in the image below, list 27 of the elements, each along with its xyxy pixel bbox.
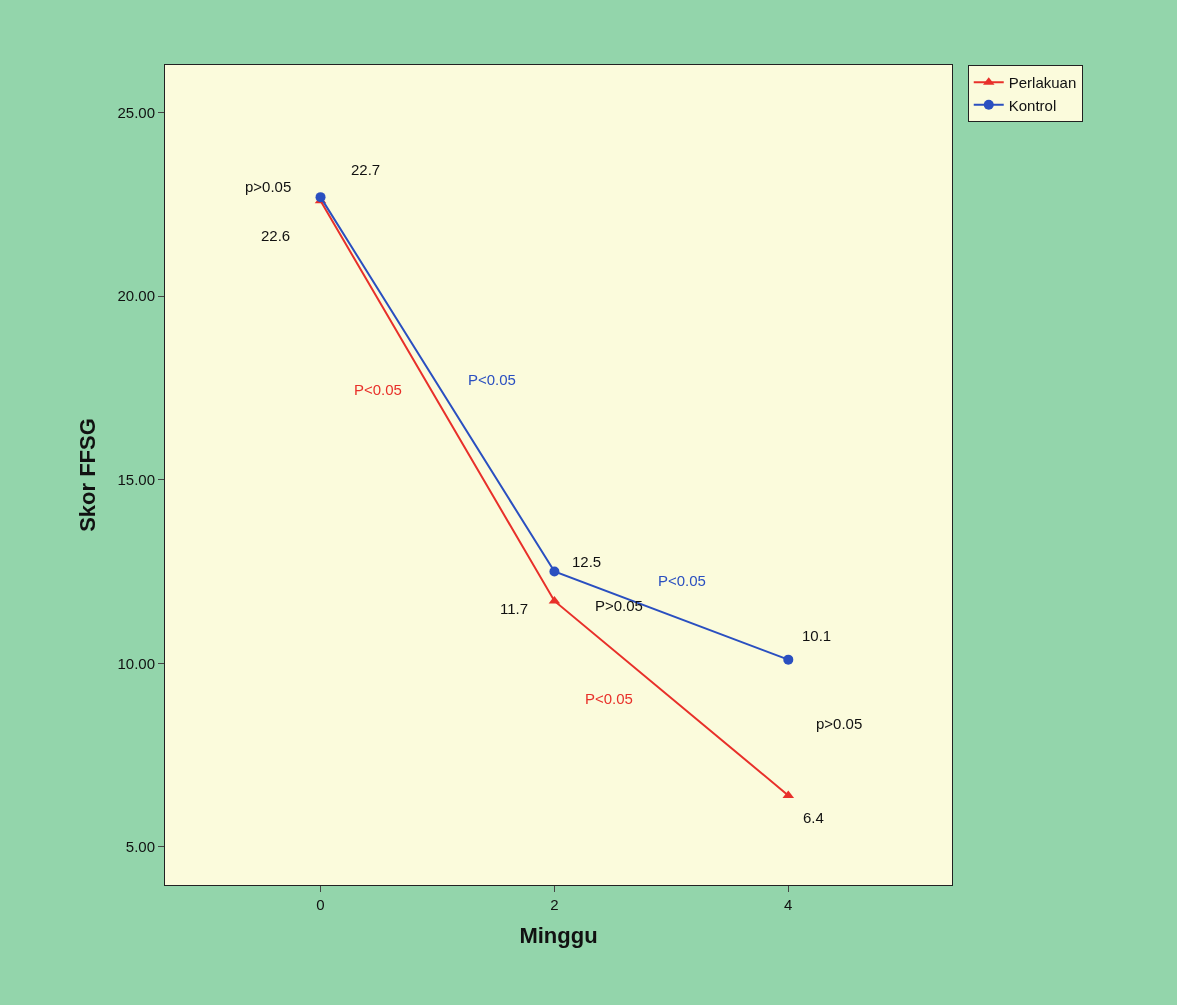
y-axis-title: Skor FFSG <box>75 418 101 532</box>
x-tick-label: 4 <box>784 896 793 913</box>
point <box>783 654 794 665</box>
y-tick-label: 10.00 <box>117 654 155 672</box>
annotation: P<0.05 <box>468 371 516 388</box>
point <box>549 566 560 577</box>
data-label: 10.1 <box>802 627 832 644</box>
annotation: P<0.05 <box>585 690 633 707</box>
x-axis-title: Minggu <box>519 922 598 948</box>
y-tick-label: 5.00 <box>125 838 155 856</box>
annotation: p>0.05 <box>245 178 292 195</box>
annotation: P<0.05 <box>354 381 402 398</box>
y-tick-label: 15.00 <box>117 471 155 489</box>
data-label: 6.4 <box>803 809 824 826</box>
annotation: p>0.05 <box>816 715 863 732</box>
y-tick-label: 20.00 <box>117 287 155 305</box>
annotation: P>0.05 <box>595 597 643 614</box>
x-tick-label: 0 <box>316 896 325 913</box>
data-label: 11.7 <box>500 600 529 617</box>
data-label: 12.5 <box>572 553 602 570</box>
annotation: P<0.05 <box>658 572 706 589</box>
data-label: 22.6 <box>261 227 291 244</box>
legend-label: Kontrol <box>1008 96 1057 114</box>
x-tick-label: 2 <box>550 896 559 913</box>
legend-label: Perlakuan <box>1008 74 1077 92</box>
data-label: 22.7 <box>351 161 381 178</box>
y-tick-label: 25.00 <box>117 103 155 121</box>
